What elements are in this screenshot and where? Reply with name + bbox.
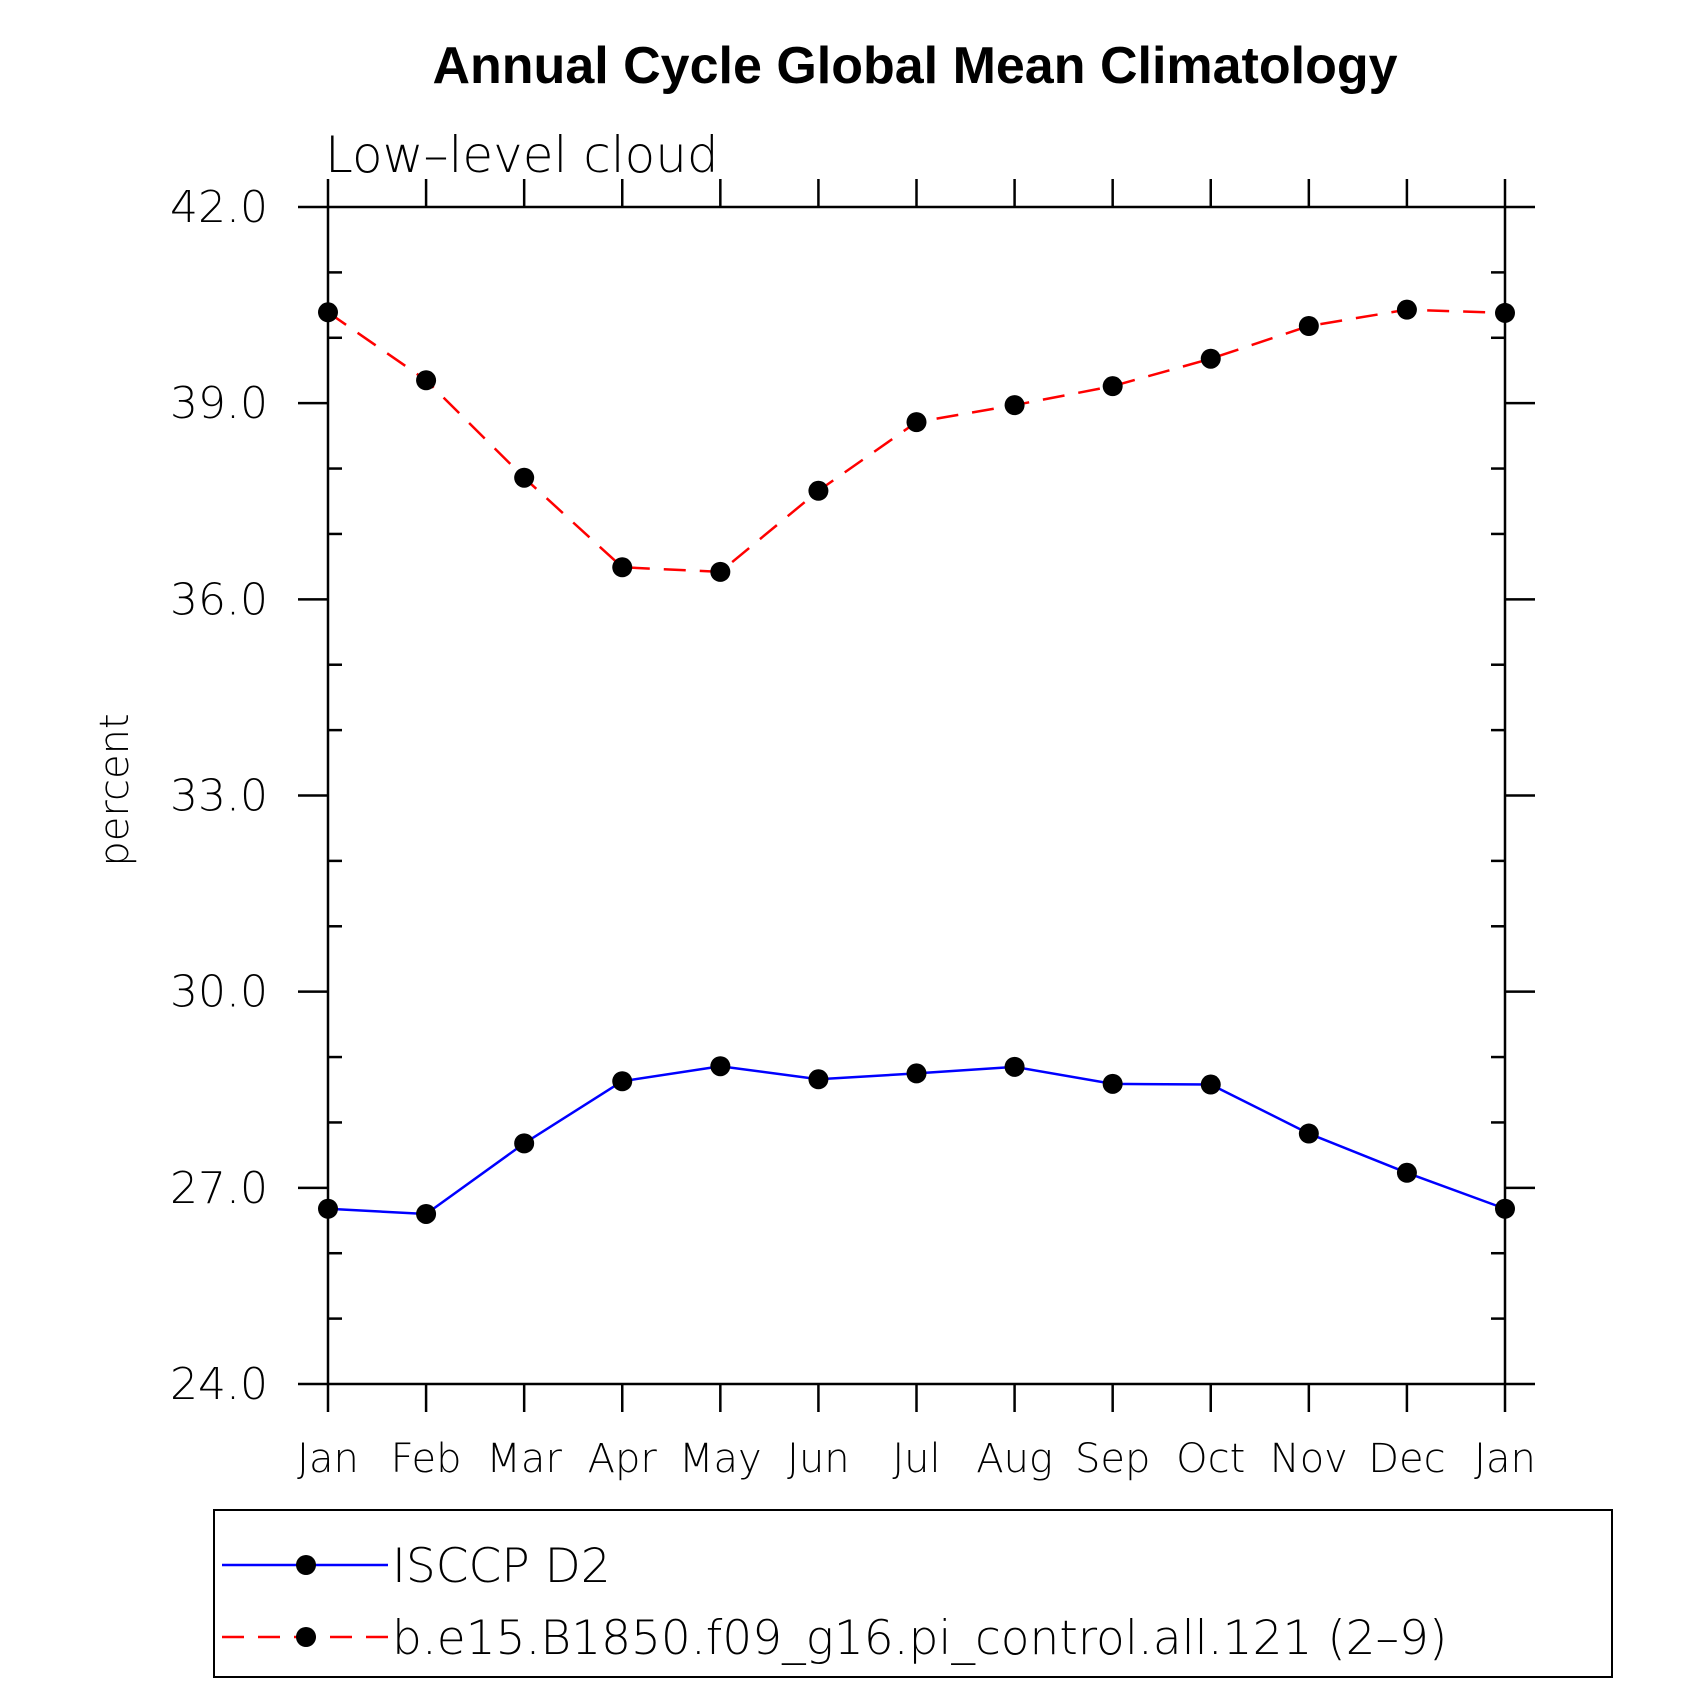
x-tick-label: Apr — [588, 1436, 658, 1482]
series-1-point — [906, 412, 927, 433]
series-0-point — [514, 1133, 535, 1154]
y-tick-label: 39.0 — [170, 378, 268, 429]
series-1-point — [1396, 299, 1417, 320]
series-1-point — [710, 561, 731, 582]
series-1-point — [808, 480, 829, 501]
x-tick-label: May — [679, 1436, 762, 1482]
series-0-point — [612, 1071, 633, 1092]
series-1-point — [1102, 376, 1123, 397]
series-0-point — [906, 1063, 927, 1084]
chart-title: Annual Cycle Global Mean Climatology — [432, 37, 1397, 95]
series-0-point — [1004, 1056, 1025, 1077]
series-1-point — [318, 302, 338, 323]
axes: 24.0 27.0 30.0 33.0 36.0 39.0 42.0 Jan Feb Mar Apr… — [170, 179, 1536, 1482]
series-layer — [318, 299, 1515, 1224]
x-tick-label: Jan — [1474, 1436, 1536, 1482]
series-1-point — [1495, 302, 1515, 323]
x-tick-label: Jun — [787, 1436, 850, 1482]
y-axis-label: percent — [92, 713, 138, 866]
series-0-point — [1102, 1073, 1123, 1094]
series-1-point — [1200, 348, 1221, 369]
series-1-point — [1004, 395, 1025, 416]
series-1-point — [1298, 316, 1319, 337]
legend-marker-0 — [296, 1555, 316, 1575]
legend: ISCCP D2 b.e15.B1850.f09_g16.pi_control.a… — [222, 1539, 1447, 1666]
series-0-point — [1495, 1198, 1515, 1219]
x-tick-label: Jan — [297, 1436, 359, 1482]
series-0-point — [318, 1198, 338, 1219]
x-tick-label: Aug — [976, 1436, 1053, 1482]
x-tick-label: Oct — [1176, 1436, 1245, 1482]
series-1-point — [612, 557, 633, 578]
y-tick-label: 27.0 — [170, 1163, 268, 1214]
series-line-1 — [327, 308, 1506, 574]
y-tick-label: 36.0 — [170, 574, 268, 625]
series-0-point — [808, 1069, 829, 1090]
series-line-0 — [327, 1064, 1506, 1216]
y-tick-label: 33.0 — [170, 771, 268, 822]
series-0-point — [416, 1203, 437, 1224]
x-tick-label: Feb — [391, 1436, 462, 1482]
y-tick-label: 24.0 — [170, 1359, 268, 1410]
x-tick-label: Jul — [892, 1436, 940, 1482]
series-0-point — [1396, 1162, 1417, 1183]
legend-marker-1 — [296, 1627, 316, 1647]
series-1-point — [416, 370, 437, 391]
series-0-point — [1200, 1074, 1221, 1095]
series-1-point — [514, 467, 535, 488]
chart-subtitle: Low–level cloud — [325, 126, 719, 184]
y-tick-label: 42.0 — [170, 182, 268, 233]
legend-label-0: ISCCP D2 — [392, 1539, 611, 1594]
series-0-point — [1298, 1123, 1319, 1144]
series-0-point — [710, 1056, 731, 1077]
x-tick-label: Dec — [1368, 1436, 1445, 1482]
x-tick-label: Sep — [1075, 1436, 1150, 1482]
x-tick-label: Nov — [1270, 1436, 1348, 1482]
x-tick-label: Mar — [486, 1436, 562, 1482]
legend-box — [213, 1509, 1613, 1678]
legend-label-1: b.e15.B1850.f09_g16.pi_control.all.121 (… — [392, 1611, 1447, 1666]
y-tick-label: 30.0 — [170, 967, 268, 1018]
